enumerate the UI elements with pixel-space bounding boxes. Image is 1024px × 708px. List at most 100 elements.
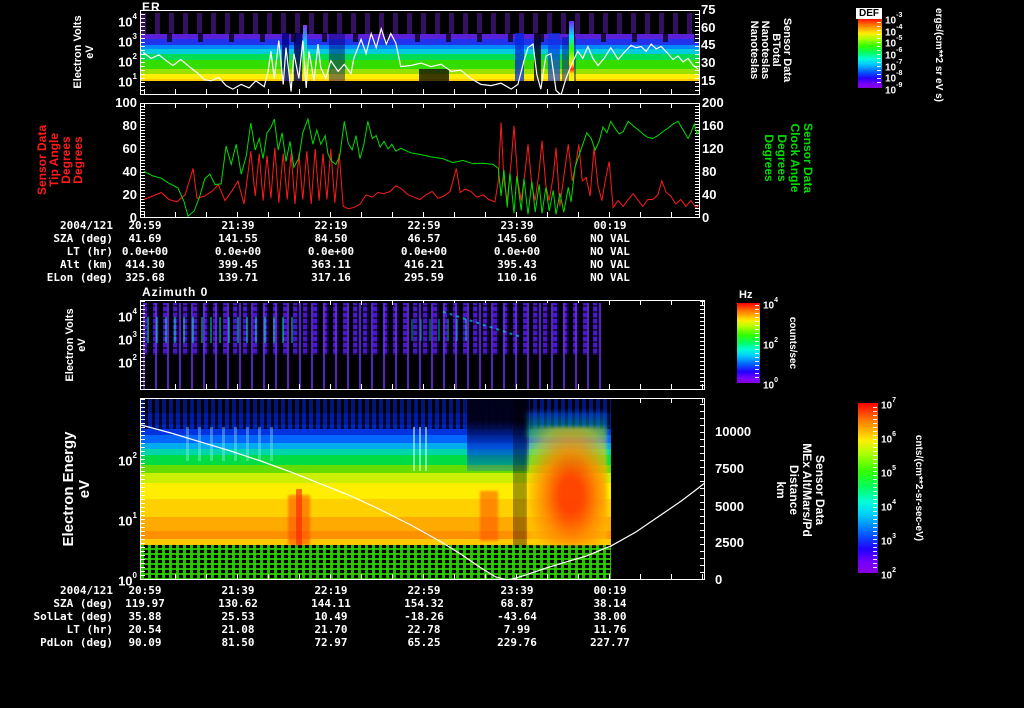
table-cell: 21.08 bbox=[221, 623, 255, 636]
band-gap-layer bbox=[141, 33, 699, 42]
table-cell: 23:39 bbox=[500, 584, 534, 597]
y-minor-ticks-right bbox=[695, 11, 699, 94]
axis-tick-label: 103 bbox=[118, 31, 137, 50]
panel1-right-axis: 75 60 45 30 15 bbox=[701, 3, 741, 95]
axis-tick-label: 102 bbox=[118, 451, 137, 469]
colorbar1 bbox=[858, 18, 882, 88]
colorbar3-title: Hz bbox=[739, 289, 753, 301]
dark-column bbox=[534, 33, 541, 81]
blue-column bbox=[548, 33, 560, 81]
axis-tick-label: 60 bbox=[701, 20, 716, 36]
y-minor-ticks-right bbox=[695, 104, 699, 217]
axis-tick-label: 2500 bbox=[715, 535, 744, 551]
panel2-right-axis: 200 160 120 80 40 0 bbox=[702, 96, 742, 224]
panel2-angles bbox=[140, 103, 700, 218]
altitude-line-overlay bbox=[141, 424, 704, 579]
table-cell: 20:59 bbox=[128, 584, 162, 597]
blue-wedge bbox=[467, 399, 529, 471]
table-row: SolLat (deg) 35.88 25.53 10.49 -18.26 -43.64 3… bbox=[0, 610, 1024, 623]
table-cell: 90.09 bbox=[128, 636, 162, 649]
table-cell: 35.88 bbox=[128, 610, 162, 623]
table-row: ELon (deg) 325.68 139.71 317.16 295.59 110.16… bbox=[0, 271, 1024, 284]
table-cell: 41.69 bbox=[128, 232, 162, 245]
colorbar3 bbox=[737, 303, 760, 383]
table-row-label: LT (hr) bbox=[66, 623, 113, 636]
table-cell: 0.0e+00 bbox=[307, 245, 355, 258]
table-cell: 46.57 bbox=[407, 232, 441, 245]
table-cell: 38.14 bbox=[593, 597, 627, 610]
panel4-y2label: Sensor Data MEx Alt/Mars/Pd Distance km bbox=[774, 443, 827, 537]
table-row-label: PdLon (deg) bbox=[40, 636, 113, 649]
dark-column bbox=[294, 33, 302, 81]
axis-tick-label: 80 bbox=[122, 118, 137, 133]
colorbar4-units: cnts/(cm**2-sr-sec-eV) bbox=[913, 434, 924, 542]
panel4-ylabel: Electron Energy eV bbox=[60, 431, 93, 547]
colorbar1-ticks bbox=[877, 20, 881, 86]
axis-tick-label: 160 bbox=[702, 118, 724, 133]
axis-tick-label: 45 bbox=[701, 37, 716, 53]
table-row: 2004/121 20:59 21:39 22:19 22:59 23:39 00:19 bbox=[0, 584, 1024, 597]
table-row-label: 2004/121 bbox=[60, 219, 113, 232]
table-cell: 22:19 bbox=[314, 219, 348, 232]
axis-tick-label: 104 bbox=[763, 297, 779, 312]
axis-tick-label: 100 bbox=[763, 377, 779, 392]
cyan-speck-layer bbox=[411, 319, 471, 341]
table-cell: NO VAL bbox=[590, 258, 630, 271]
axis-tick-label: 5000 bbox=[715, 499, 744, 515]
axis-tick-label: 104 bbox=[118, 307, 137, 325]
axis-tick-label: 106 bbox=[881, 431, 897, 446]
bright-column bbox=[569, 21, 574, 81]
table-cell: 68.87 bbox=[500, 597, 534, 610]
table-cell: 11.76 bbox=[593, 623, 627, 636]
bright-column bbox=[303, 25, 307, 81]
axis-tick-label: 10-7 bbox=[885, 58, 903, 74]
axis-tick-label: 0 bbox=[702, 210, 710, 225]
axis-tick-label: 7500 bbox=[715, 460, 744, 476]
table-cell: 363.11 bbox=[311, 258, 351, 271]
table-cell: 72.97 bbox=[314, 636, 348, 649]
table-row: LT (hr) 0.0e+00 0.0e+00 0.0e+00 0.0e+00 0.0e+… bbox=[0, 245, 1024, 258]
table-cell: 227.77 bbox=[590, 636, 630, 649]
panel1-er-spectrogram bbox=[140, 10, 700, 95]
table-cell: 295.59 bbox=[404, 271, 444, 284]
y-minor-ticks-left bbox=[141, 11, 145, 94]
axis-tick-label: 10-8 bbox=[885, 70, 903, 85]
table-cell: 21:39 bbox=[221, 219, 255, 232]
panel1-left-axis: 104 103 102 101 bbox=[100, 10, 137, 95]
table-cell: -18.26 bbox=[404, 610, 444, 623]
table-cell: -43.64 bbox=[497, 610, 537, 623]
table-cell: 84.50 bbox=[314, 232, 348, 245]
table-cell: 22:59 bbox=[407, 584, 441, 597]
table-cell: 20:59 bbox=[128, 219, 162, 232]
table-row: LT (hr) 20.54 21.08 21.70 22.78 7.99 11.76 bbox=[0, 623, 1024, 636]
axis-tick-label: 103 bbox=[881, 533, 897, 548]
bottom-notch bbox=[419, 69, 449, 81]
colorbar3-units: counts/sec bbox=[787, 316, 798, 370]
blue-column bbox=[515, 33, 524, 81]
axis-tick-label: 107 bbox=[881, 397, 897, 412]
axis-tick-label: 104 bbox=[118, 12, 137, 30]
table-cell: 229.76 bbox=[497, 636, 537, 649]
table-cell: 317.16 bbox=[311, 271, 351, 284]
table-cell: 0.0e+00 bbox=[493, 245, 541, 258]
axis-tick-label: 15 bbox=[701, 72, 716, 88]
purple-speckle-layer bbox=[141, 13, 699, 34]
btotal-line-overlay bbox=[142, 26, 699, 94]
table-cell: 130.62 bbox=[218, 597, 258, 610]
panel2-y2label: Sensor Data Clock Angle Degrees Degrees bbox=[762, 122, 815, 194]
table-row: 2004/121 20:59 21:39 22:19 22:59 23:39 00:19 bbox=[0, 219, 1024, 232]
axis-tick-label: 40 bbox=[122, 164, 137, 179]
axis-tick-label: 105 bbox=[881, 465, 897, 480]
dim-column bbox=[329, 33, 345, 81]
table-cell: 325.68 bbox=[125, 271, 165, 284]
white-cyan-streaks bbox=[413, 427, 429, 471]
axis-tick-label: 10-9 bbox=[885, 82, 903, 97]
table-row-label: SZA (deg) bbox=[53, 232, 113, 245]
table-cell: 395.43 bbox=[497, 258, 537, 271]
table-cell: 00:19 bbox=[593, 219, 627, 232]
table-row-label: ELon (deg) bbox=[46, 271, 113, 284]
colorbar3-ticks bbox=[755, 305, 759, 381]
colorbar4 bbox=[858, 403, 878, 573]
table-cell: 23:39 bbox=[500, 219, 534, 232]
